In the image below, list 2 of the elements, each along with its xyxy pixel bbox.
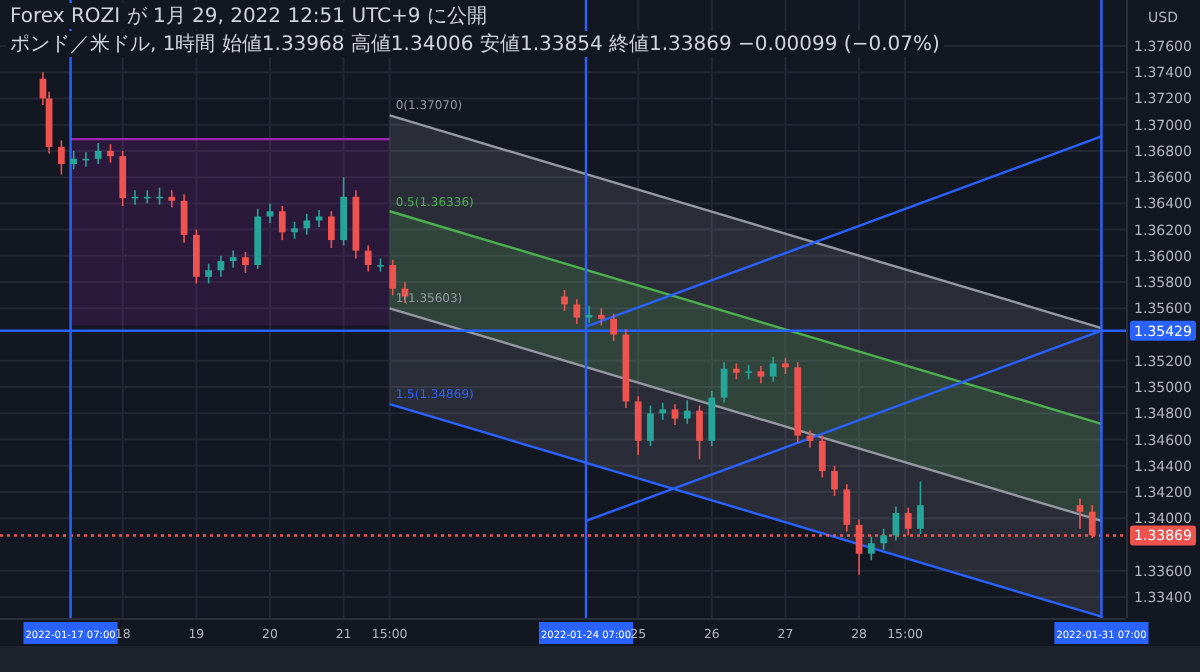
text: ポンド／米ドル, 1時間 始値1.33968 高値1.34006 安値1.33854 終値1.33869 −0.00099 (−0.07%)	[10, 32, 940, 56]
chart-title: Forex ROZI が 1月 29, 2022 12:51 UTC+9 に公開	[10, 4, 487, 28]
